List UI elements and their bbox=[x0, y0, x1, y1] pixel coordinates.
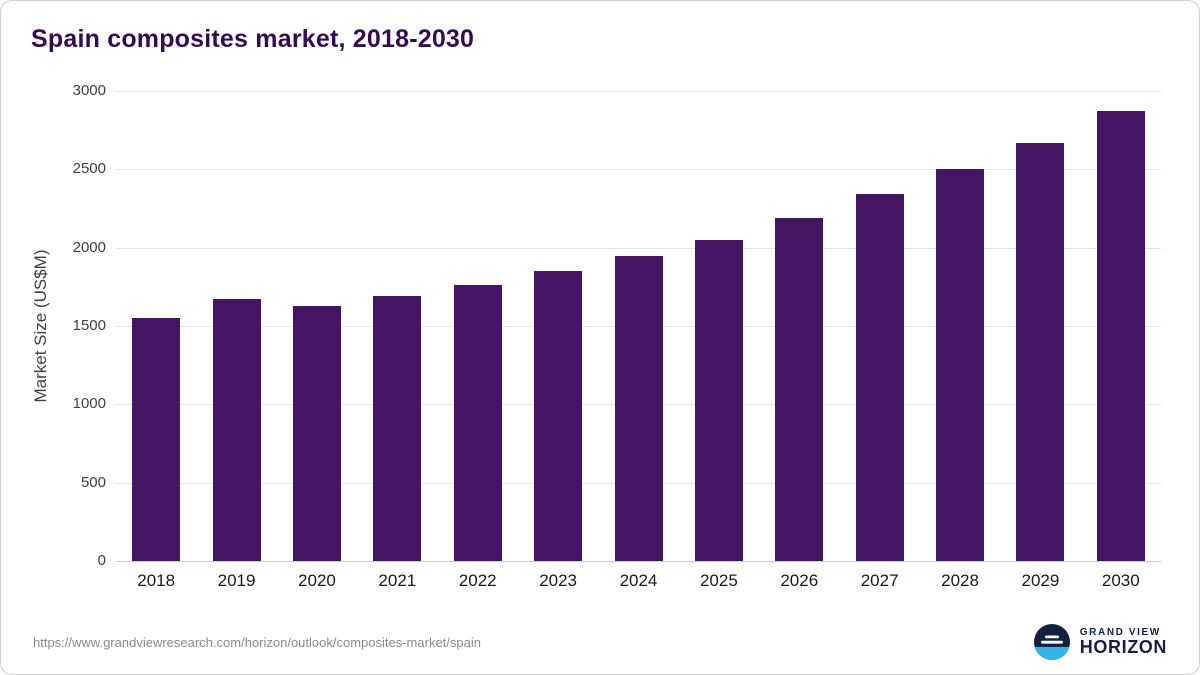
bar-2025 bbox=[694, 239, 743, 561]
bar-2022 bbox=[453, 285, 502, 561]
bar-2023 bbox=[534, 271, 583, 561]
x-axis-label-2021: 2021 bbox=[378, 571, 417, 590]
x-axis-label-2018: 2018 bbox=[137, 571, 176, 590]
bar-2024 bbox=[614, 255, 663, 561]
y-tick-label-1500: 1500 bbox=[72, 317, 106, 334]
y-axis-ticks: 0 500 1000 1500 2000 2500 3000 bbox=[31, 82, 106, 569]
bar-2019 bbox=[212, 299, 261, 561]
y-tick-label-500: 500 bbox=[80, 473, 106, 491]
footer: https://www.grandviewresearch.com/horizo… bbox=[33, 619, 1167, 665]
horizon-logo-icon bbox=[1033, 624, 1070, 661]
bar-2030 bbox=[1096, 111, 1145, 561]
x-axis-label-2026: 2026 bbox=[780, 571, 819, 590]
bar-2021 bbox=[373, 296, 422, 561]
gridline-2500 bbox=[116, 169, 1161, 171]
brand-text: GRAND VIEW HORIZON bbox=[1080, 627, 1167, 658]
plot-area bbox=[116, 91, 1161, 562]
gridline-0 bbox=[116, 561, 1161, 562]
y-tick-label-2500: 2500 bbox=[72, 160, 106, 178]
y-tick-label-3000: 3000 bbox=[72, 82, 106, 99]
x-axis-label-2019: 2019 bbox=[217, 571, 256, 590]
source-url: https://www.grandviewresearch.com/horizo… bbox=[33, 634, 481, 650]
gridline-2000 bbox=[116, 247, 1161, 249]
x-axis-label-2024: 2024 bbox=[619, 571, 658, 590]
y-tick-label-1000: 1000 bbox=[72, 395, 106, 413]
y-tick-label-2000: 2000 bbox=[72, 238, 106, 256]
x-axis-labels: 2018 2019 2020 2021 2022 2023 2024 2025 2026 2027… bbox=[116, 571, 1161, 595]
x-axis-label-2027: 2027 bbox=[860, 571, 899, 590]
chart-title: Spain composites market, 2018-2030 bbox=[31, 25, 475, 53]
x-axis-label-2025: 2025 bbox=[699, 571, 738, 590]
brand-name-bottom: HORIZON bbox=[1079, 636, 1167, 657]
bar-2026 bbox=[775, 217, 824, 561]
bar-2020 bbox=[292, 305, 341, 561]
y-tick-label-0: 0 bbox=[97, 552, 106, 569]
bar-2028 bbox=[936, 169, 985, 561]
gridline-3000 bbox=[116, 91, 1161, 92]
bar-2027 bbox=[855, 194, 904, 561]
bar-2018 bbox=[132, 318, 181, 561]
x-axis-label-2023: 2023 bbox=[539, 571, 578, 590]
x-axis-label-2030: 2030 bbox=[1101, 571, 1140, 590]
x-axis-label-2020: 2020 bbox=[298, 571, 336, 590]
x-axis-label-2028: 2028 bbox=[941, 571, 979, 590]
brand-name-top: GRAND VIEW bbox=[1079, 626, 1161, 638]
brand-logo: GRAND VIEW HORIZON bbox=[1033, 623, 1167, 661]
bar-2029 bbox=[1016, 142, 1065, 561]
x-axis-label-2022: 2022 bbox=[458, 571, 497, 590]
x-axis-label-2029: 2029 bbox=[1021, 571, 1060, 590]
